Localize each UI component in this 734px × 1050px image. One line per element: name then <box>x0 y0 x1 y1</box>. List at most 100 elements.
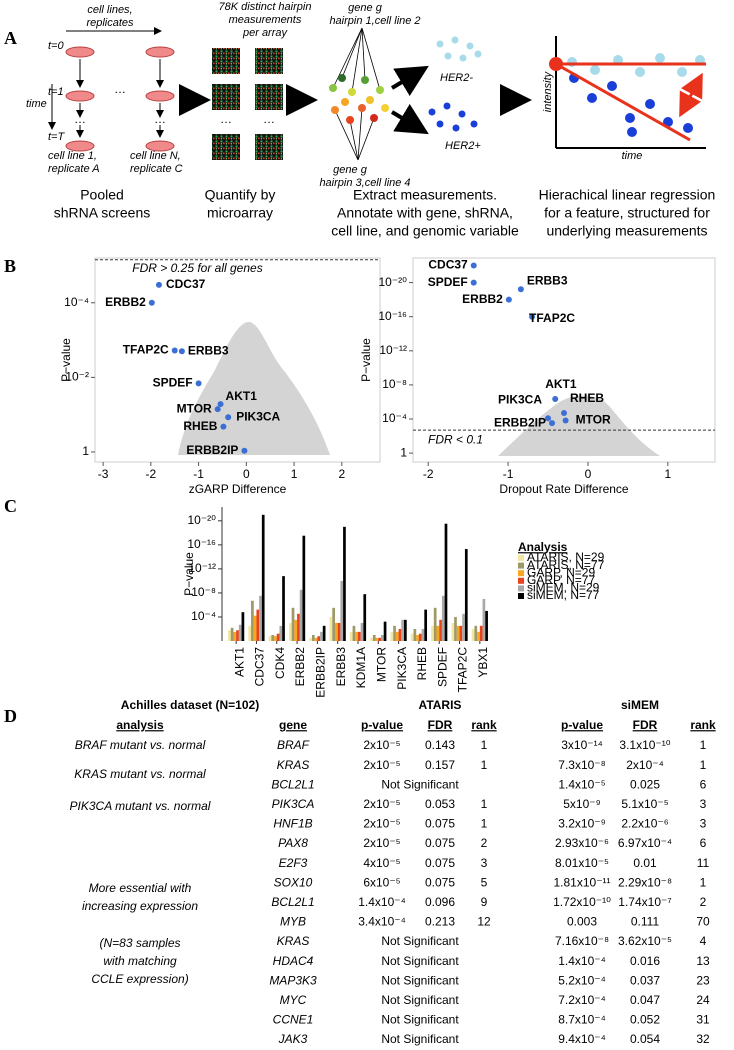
legend-label: GARP, N=77 <box>527 573 595 587</box>
bar <box>477 631 480 641</box>
point <box>217 401 224 408</box>
x-tick-label: ERBB2IP <box>314 647 328 698</box>
cell: 3 <box>700 797 707 811</box>
cell: 9.4x10⁻⁴ <box>558 1032 606 1046</box>
point <box>529 313 536 320</box>
point <box>505 296 512 303</box>
y-tick-label: 10⁻²⁰ <box>379 275 408 289</box>
x-tick-label: RHEB <box>415 647 429 680</box>
bar <box>297 613 300 641</box>
arrow <box>390 103 429 135</box>
legend-label: ATARIS, N=29 <box>527 550 605 564</box>
cell: 32 <box>696 1032 710 1046</box>
bar <box>383 621 387 641</box>
gene: SOX10 <box>274 875 313 889</box>
analysis-label: with matching <box>103 954 177 968</box>
annotation: FDR < 0.1 <box>428 432 483 446</box>
bar <box>349 631 353 641</box>
point <box>562 417 569 424</box>
legend-swatch <box>518 562 524 569</box>
cell: 1.4x10⁻⁴ <box>358 895 406 909</box>
bar <box>433 607 437 641</box>
bar <box>363 594 367 641</box>
cell: 5x10⁻⁹ <box>563 797 601 811</box>
cell: 0.075 <box>425 856 455 870</box>
note: replicates <box>86 17 134 29</box>
cell: 0.075 <box>425 817 455 831</box>
note: hairpin 1,cell line 2 <box>329 15 420 27</box>
legend-swatch <box>518 585 524 592</box>
cell: 12 <box>477 915 491 929</box>
cell: 1 <box>481 758 488 772</box>
bar <box>271 634 275 641</box>
y-tick-label: 1 <box>400 445 407 459</box>
y-tick-label: 10⁻⁸ <box>382 377 407 391</box>
cell: 1.4x10⁻⁴ <box>558 954 606 968</box>
cell: 2x10⁻⁵ <box>363 758 400 772</box>
panel-label: D <box>4 706 17 726</box>
cell: Not Significant <box>381 934 459 948</box>
cell: 1 <box>700 875 707 889</box>
point <box>241 447 248 454</box>
bar <box>314 637 318 641</box>
x-tick-label: YBX1 <box>476 647 490 678</box>
x-tick-label: 1 <box>291 467 298 481</box>
cell: 1 <box>700 758 707 772</box>
cell: 3.2x10⁻⁹ <box>558 817 606 831</box>
bar <box>238 624 242 641</box>
connectors <box>332 27 381 161</box>
bar <box>479 625 483 641</box>
column-header: p-value <box>561 718 603 732</box>
point-label: ERBB2IP <box>494 415 546 429</box>
y-axis-label: P−value <box>182 552 196 596</box>
legend-swatch <box>518 555 524 561</box>
point-label: CDC37 <box>428 258 468 272</box>
bar <box>474 625 478 641</box>
gene: PIK3CA <box>272 797 315 811</box>
panel-a: cell lines, replicates t=0 t=1 t=T time … <box>26 1 715 239</box>
y-tick-label: 10⁻⁴ <box>64 295 89 309</box>
table-title: Achilles dataset (N=102) <box>121 698 259 712</box>
caption: shRNA screens <box>54 205 150 221</box>
bar <box>282 576 285 641</box>
cell: 3 <box>481 856 488 870</box>
bar <box>454 616 457 641</box>
bar <box>418 633 422 641</box>
column-header: gene <box>279 718 307 732</box>
cell: Not Significant <box>381 1013 459 1027</box>
point-label: AKT1 <box>545 377 577 391</box>
note: cell line 1, <box>48 150 97 162</box>
bar <box>358 631 361 641</box>
bar <box>444 523 448 641</box>
cell: 0.075 <box>425 836 455 850</box>
cell: 2.29x10⁻⁸ <box>618 875 672 889</box>
bar <box>485 610 488 641</box>
column-header: rank <box>471 718 497 732</box>
bar <box>261 514 265 641</box>
y-tick-label: 10⁻¹⁶ <box>378 309 407 323</box>
note: gene g <box>348 2 383 14</box>
cell: 5.1x10⁻⁵ <box>621 797 668 811</box>
bar <box>401 619 405 641</box>
cell: 2x10⁻⁵ <box>363 738 400 752</box>
note: t=T <box>48 131 65 143</box>
gene: HDAC4 <box>273 954 314 968</box>
cell: 4 <box>700 934 707 948</box>
analysis-label: BRAF mutant vs. normal <box>75 738 206 752</box>
bar <box>451 622 455 641</box>
legend-swatch <box>518 577 524 584</box>
cell: 0.143 <box>425 738 455 752</box>
bar <box>274 636 277 641</box>
x-tick-label: ERBB2 <box>293 647 307 687</box>
bar <box>370 637 373 641</box>
bar <box>462 613 465 641</box>
point <box>470 262 477 269</box>
bar <box>431 625 434 641</box>
bar <box>320 631 323 641</box>
gene: BRAF <box>277 738 310 752</box>
bar <box>309 637 312 641</box>
legend-label: ATARIS, N=77 <box>527 558 605 572</box>
cell: 24 <box>696 993 710 1007</box>
note: t=0 <box>48 40 64 52</box>
point <box>517 286 524 293</box>
